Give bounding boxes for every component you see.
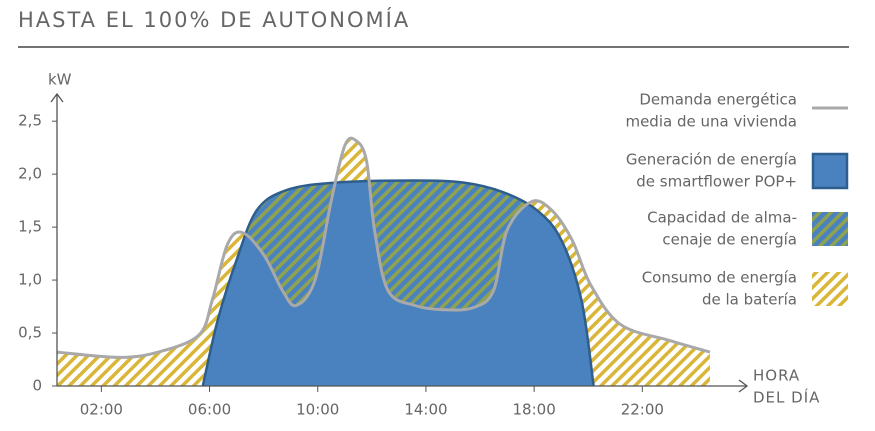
y-tick-label: 0 [32,377,42,395]
legend-label: Capacidad de alma- [647,209,797,227]
x-axis-arrow [738,379,749,393]
y-tick-label: 2,0 [18,165,42,183]
x-tick-label: 06:00 [188,401,231,419]
legend-label: de smartflower POP+ [636,173,797,191]
generation-edge [201,179,595,387]
y-axis-arrow [50,92,64,103]
x-tick-label: 18:00 [513,401,556,419]
demand-line [56,136,711,359]
y-tick-label: 2,5 [18,112,42,130]
y-tick-label: 1,5 [18,218,42,236]
legend-swatch [812,272,848,306]
y-tick-label: 0,5 [18,324,42,342]
x-axis-label: HORA [753,367,800,385]
x-axis-label: DEL DÍA [753,388,820,407]
legend-swatch [812,212,848,246]
legend-swatch [811,152,849,190]
legend-label: de la batería [702,291,797,309]
legend-label: media de una vivienda [625,113,797,131]
y-tick-label: 1,0 [18,271,42,289]
legend-label: Demanda energética [639,91,797,109]
x-tick-label: 22:00 [621,401,664,419]
legend-label: cenaje de energía [662,231,797,249]
y-axis-label: kW [48,71,72,89]
legend-label: Generación de energía [626,151,797,169]
chart-title: HASTA EL 100% DE AUTONOMÍA [18,7,410,32]
x-tick-label: 14:00 [404,401,447,419]
legend-label: Consumo de energía [642,269,797,287]
x-tick-label: 02:00 [80,401,123,419]
x-tick-label: 10:00 [296,401,339,419]
generation-area [202,180,594,386]
